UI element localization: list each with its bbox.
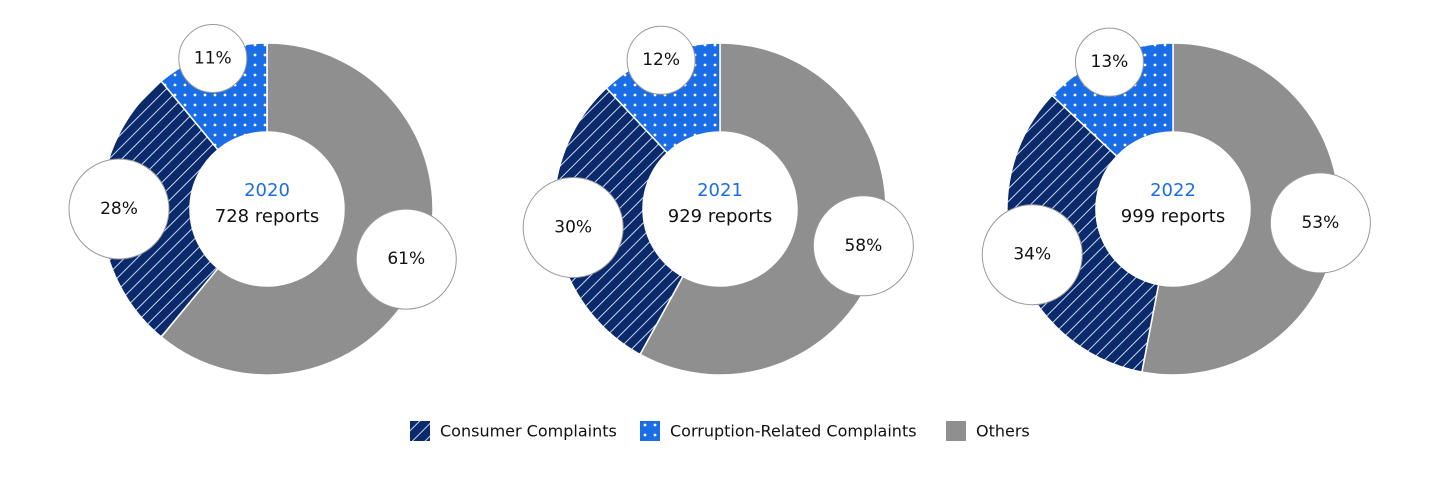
data-label: 13% bbox=[1091, 52, 1129, 72]
chart-title: 2022 bbox=[1150, 180, 1196, 201]
chart-subtitle: 999 reports bbox=[1121, 206, 1225, 227]
data-label: 61% bbox=[387, 249, 425, 269]
label-bubble bbox=[68, 158, 170, 260]
legend-swatch bbox=[946, 421, 966, 441]
legend-swatch bbox=[410, 421, 430, 441]
legend-swatch bbox=[640, 421, 660, 441]
legend-label: Consumer Complaints bbox=[440, 422, 617, 441]
donut-hole bbox=[1096, 132, 1250, 286]
label-bubble bbox=[355, 208, 457, 310]
label-bubble bbox=[1074, 27, 1144, 97]
data-label: 12% bbox=[642, 50, 680, 70]
chart-subtitle: 728 reports bbox=[215, 206, 319, 227]
label-bubble bbox=[626, 25, 696, 95]
legend-label: Corruption-Related Complaints bbox=[670, 422, 917, 441]
label-bubble bbox=[522, 177, 624, 279]
data-label: 11% bbox=[194, 48, 232, 68]
label-bubble bbox=[1269, 172, 1371, 274]
legend-label: Others bbox=[976, 422, 1030, 441]
chart-subtitle: 929 reports bbox=[668, 206, 772, 227]
donut-hole bbox=[190, 132, 344, 286]
data-label: 30% bbox=[554, 218, 592, 238]
label-bubble bbox=[178, 23, 248, 93]
chart-title: 2021 bbox=[697, 180, 743, 201]
label-bubble bbox=[812, 195, 914, 297]
data-label: 53% bbox=[1301, 213, 1339, 233]
label-bubble bbox=[981, 204, 1083, 306]
data-label: 28% bbox=[100, 199, 138, 219]
data-label: 34% bbox=[1013, 245, 1051, 265]
data-label: 58% bbox=[844, 236, 882, 256]
chart-title: 2020 bbox=[244, 180, 290, 201]
donut-hole bbox=[643, 132, 797, 286]
